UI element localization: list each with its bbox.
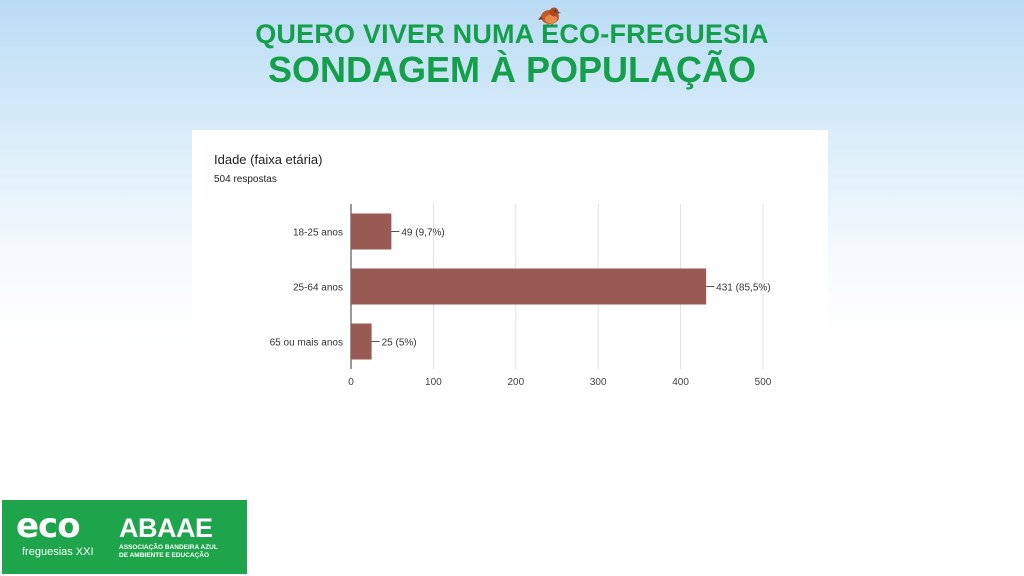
question-title: Idade (faixa etária) [214, 152, 323, 167]
x-tick-label: 100 [425, 377, 442, 388]
title-line-2: SONDAGEM À POPULAÇÃO [267, 49, 757, 90]
data-label: 49 (9,7%) [401, 228, 444, 239]
survey-chart-card: Idade (faixa etária) 504 respostas 0 100 2… [192, 130, 828, 410]
eco-logo-subtitle: freguesias XXI [22, 546, 94, 558]
bar [351, 213, 392, 250]
slide-title: QUERO VIVER NUMA ECO-FREGUESIA SONDAGEM … [0, 18, 1024, 90]
category-label: 65 ou mais anos [270, 338, 343, 349]
bird-icon [538, 7, 561, 26]
bar [351, 268, 707, 305]
x-tick-label: 0 [348, 377, 354, 388]
x-tick-label: 200 [507, 377, 524, 388]
x-tick-label: 400 [672, 377, 689, 388]
bar [351, 323, 372, 360]
age-bar-chart: 0 100 200 300 400 500 18-25 anos 49 (9,7%) 25-64… [270, 204, 772, 388]
x-tick-label: 500 [755, 377, 772, 388]
category-label: 18-25 anos [293, 228, 343, 239]
category-label: 25-64 anos [293, 283, 343, 294]
abaae-logo: ABAAE [119, 513, 213, 543]
data-label: 25 (5%) [382, 338, 417, 349]
title-line-1: QUERO VIVER NUMA ECO-FREGUESIA [255, 19, 769, 49]
x-tick-label: 300 [590, 377, 607, 388]
data-label: 431 (85,5%) [716, 283, 770, 294]
eco-logo: eco [16, 506, 81, 546]
abaae-logo-subtitle: ASSOCIAÇÃO BANDEIRA AZUL DE AMBIENTE E E… [119, 544, 218, 559]
response-count: 504 respostas [214, 174, 277, 185]
footer-logos: eco freguesias XXI ABAAE ASSOCIAÇÃO BAND… [2, 500, 247, 574]
